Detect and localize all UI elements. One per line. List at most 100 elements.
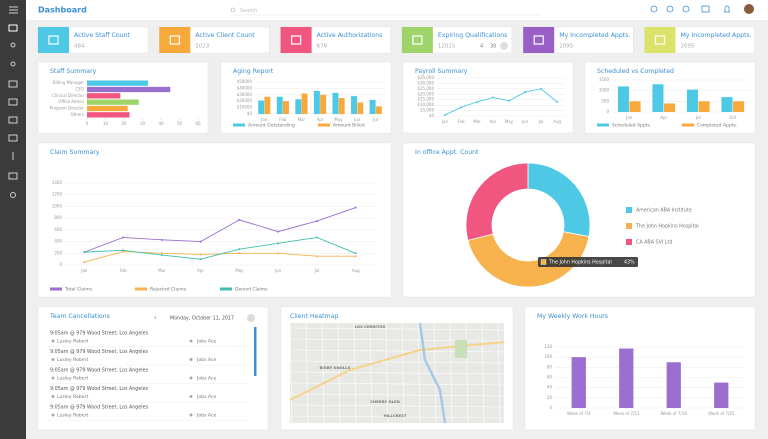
legend-swatch	[626, 239, 632, 245]
x-tick-label: Jul	[538, 119, 544, 124]
avatar[interactable]	[744, 4, 754, 14]
nav-icon[interactable]	[10, 192, 16, 198]
help-icon[interactable]	[650, 5, 658, 13]
x-tick-label: Apr	[490, 119, 497, 124]
pager-size[interactable]: 30	[490, 44, 496, 50]
legend-swatch	[233, 123, 245, 127]
bar	[571, 357, 586, 408]
map-park	[455, 340, 467, 358]
y-tick-label: $15,000	[417, 97, 434, 102]
nav-icon[interactable]	[10, 61, 16, 67]
x-tick-label: Jan	[80, 268, 88, 273]
y-tick-label: $10000	[237, 105, 253, 110]
person-icon	[189, 376, 193, 380]
map-road	[289, 371, 505, 375]
legend-swatch	[318, 123, 330, 127]
nav-icon[interactable]	[8, 134, 18, 142]
chart-title: My Weekly Work Hours	[537, 313, 608, 320]
point	[354, 206, 357, 209]
x-tick-label: 0	[86, 121, 89, 126]
pager-next[interactable]	[500, 42, 508, 50]
prev[interactable]: ‹	[154, 315, 156, 322]
y-tick-label: $35,000	[417, 75, 434, 80]
bar	[721, 97, 733, 112]
search-input[interactable]: Search	[240, 8, 257, 14]
legend-label: Scheduled Appts.	[612, 123, 651, 129]
nav-icon[interactable]	[10, 42, 16, 48]
x-tick-label: Aug	[352, 268, 360, 273]
bar	[301, 93, 308, 114]
bar	[652, 84, 664, 112]
x-tick-label: Jan	[441, 119, 449, 124]
line	[84, 207, 356, 253]
y-tick-label: 1000	[52, 203, 63, 208]
panel	[37, 61, 209, 134]
map-road	[289, 322, 293, 424]
scrollbar	[254, 327, 257, 376]
panel	[37, 142, 392, 298]
chart-title: Staff Summary	[50, 68, 97, 75]
bar	[733, 101, 745, 112]
point	[83, 261, 86, 264]
y-tick-label: $20000	[237, 98, 253, 103]
menu-icon[interactable]	[9, 6, 18, 14]
map-road	[289, 415, 505, 419]
bar	[629, 101, 641, 112]
point	[122, 236, 125, 239]
y-tick-label: 400	[54, 239, 62, 244]
y-tick-label: 500	[601, 98, 609, 103]
toolbar[interactable]	[650, 5, 730, 13]
nav-icon[interactable]	[8, 80, 18, 88]
point	[238, 218, 241, 221]
pie-slice[interactable]	[467, 231, 590, 288]
next-day[interactable]	[247, 314, 255, 322]
x-tick-label: Week of 7/4	[567, 411, 591, 416]
x-tick-label: 10	[103, 121, 109, 126]
point	[460, 106, 462, 109]
pie-slice[interactable]	[465, 162, 529, 241]
point	[315, 220, 318, 223]
y-tick-label: 800	[54, 215, 62, 220]
pager-page[interactable]: 4	[480, 44, 483, 50]
x-tick-label: 60	[195, 121, 201, 126]
nav-icon[interactable]	[8, 116, 18, 124]
page-title: Dashboard	[38, 6, 87, 15]
bell-icon[interactable]	[724, 5, 730, 13]
item-address: 9:05am @ 979 Wood Street, Los Angeles	[50, 349, 149, 355]
kpi-icon	[38, 27, 69, 53]
x-tick-label: 30	[140, 121, 146, 126]
refresh-icon[interactable]	[666, 5, 674, 13]
y-tick-label: $50000	[237, 79, 253, 84]
y-tick-label: 0	[606, 109, 609, 114]
point	[315, 255, 318, 258]
nav-icon[interactable]	[8, 172, 18, 180]
panel	[37, 306, 269, 431]
bar	[619, 348, 634, 408]
map-road	[289, 404, 505, 408]
point	[354, 252, 357, 255]
kpi-value: 2095	[681, 44, 695, 50]
history-icon[interactable]	[682, 5, 690, 13]
point	[199, 253, 202, 256]
x-tick-label: 40	[158, 121, 164, 126]
sidebar-icons[interactable]	[8, 6, 18, 198]
content: Active Staff Count 484 Active Client Count…	[37, 26, 756, 431]
point	[83, 251, 86, 254]
line	[444, 88, 558, 116]
kpi-glyph	[291, 35, 302, 45]
x-tick-label: Jul	[695, 115, 701, 120]
y-tick-label: 40	[547, 385, 553, 390]
person-icon	[189, 358, 193, 361]
legend-swatch	[220, 287, 232, 291]
nav-icon[interactable]	[8, 24, 18, 32]
point	[277, 242, 280, 245]
nav-icon[interactable]	[8, 98, 18, 106]
point	[277, 230, 280, 233]
item-address: 9:05am @ 979 Wood Street, Los Angeles	[50, 386, 149, 392]
chart-title: In office Appt. Count	[415, 149, 479, 156]
chart-title: Aging Report	[233, 68, 274, 75]
y-tick-label: 200	[54, 250, 62, 255]
mail-icon[interactable]	[701, 5, 710, 13]
kpi-glyph	[412, 35, 423, 45]
y-tick-label: Others	[71, 112, 84, 117]
